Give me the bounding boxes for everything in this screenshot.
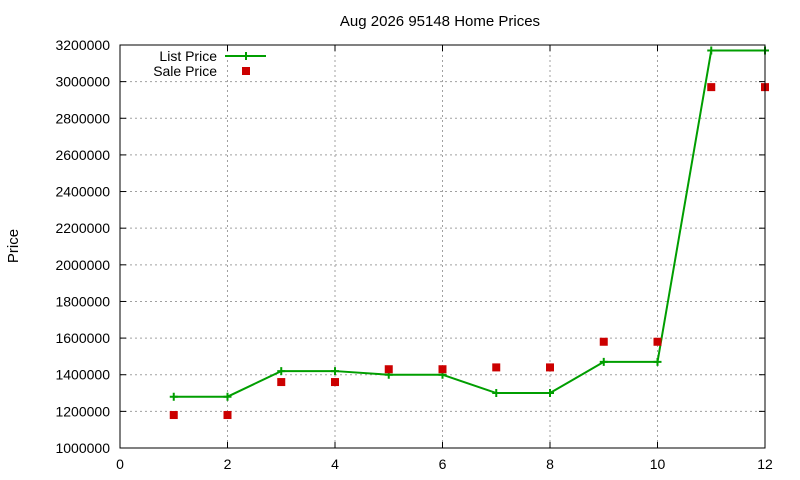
list-price-line bbox=[173, 49, 765, 398]
x-axis-ticks: 0 2 4 6 8 10 12 bbox=[116, 45, 773, 472]
sale-price-point bbox=[223, 411, 232, 420]
y-tick-label: 1400000 bbox=[55, 367, 110, 383]
x-tick-label: 2 bbox=[224, 456, 232, 472]
y-tick-label: 3000000 bbox=[55, 74, 110, 90]
list-price-point bbox=[169, 392, 178, 401]
x-tick-label: 4 bbox=[331, 456, 339, 472]
x-tick-label: 12 bbox=[757, 456, 773, 472]
sale-price-point bbox=[653, 337, 662, 346]
list-price-point bbox=[331, 367, 339, 376]
y-tick-label: 2400000 bbox=[55, 184, 110, 200]
data-series bbox=[169, 46, 769, 420]
list-price-point bbox=[653, 357, 662, 366]
y-tick-label: 1600000 bbox=[55, 330, 110, 346]
y-tick-label: 2800000 bbox=[55, 110, 110, 126]
sale-price-point bbox=[492, 363, 501, 372]
list-price-point bbox=[546, 389, 554, 398]
y-tick-label: 1200000 bbox=[55, 403, 110, 419]
y-tick-label: 2000000 bbox=[55, 257, 110, 273]
list-price-point bbox=[492, 389, 501, 398]
sale-price-point bbox=[384, 365, 393, 374]
y-tick-label: 1000000 bbox=[55, 440, 110, 456]
grid bbox=[120, 45, 765, 448]
plot-frame bbox=[119, 44, 766, 449]
legend-marker-list-price bbox=[242, 52, 250, 60]
sale-price-point bbox=[707, 83, 716, 92]
sale-price-point bbox=[169, 411, 178, 420]
list-price-point bbox=[223, 392, 232, 401]
x-tick-label: 6 bbox=[439, 456, 447, 472]
sale-price-point bbox=[438, 365, 447, 374]
chart-title: Aug 2026 95148 Home Prices bbox=[340, 13, 540, 30]
y-axis-label: Price bbox=[5, 229, 22, 263]
y-axis-ticks: 1000000 1200000 1400000 1600000 1800000 20000… bbox=[55, 37, 765, 456]
x-tick-label: 0 bbox=[116, 456, 124, 472]
y-tick-label: 3200000 bbox=[55, 37, 110, 53]
list-price-point bbox=[277, 367, 286, 376]
y-tick-label: 2600000 bbox=[55, 147, 110, 163]
legend-label-list-price: List Price bbox=[159, 48, 217, 64]
sale-price-point bbox=[599, 337, 608, 346]
sale-price-point bbox=[546, 363, 554, 372]
legend-label-sale-price: Sale Price bbox=[153, 63, 217, 79]
sale-price-point bbox=[331, 378, 339, 387]
list-price-point bbox=[707, 46, 716, 55]
legend-marker-sale-price bbox=[242, 67, 250, 75]
y-tick-label: 2200000 bbox=[55, 220, 110, 236]
y-tick-label: 1800000 bbox=[55, 293, 110, 309]
list-price-point bbox=[599, 357, 608, 366]
x-tick-label: 8 bbox=[546, 456, 554, 472]
sale-price-point bbox=[277, 378, 286, 387]
x-tick-label: 10 bbox=[650, 456, 666, 472]
